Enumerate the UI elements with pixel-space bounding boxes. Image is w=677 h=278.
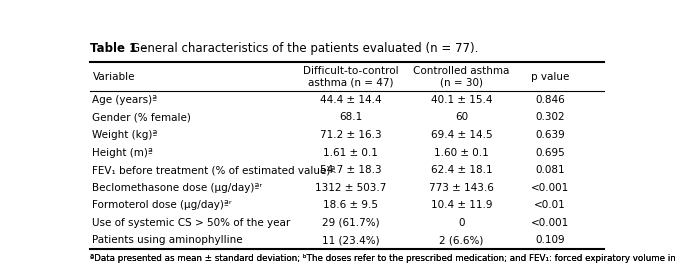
Text: 0.302: 0.302 <box>536 113 565 123</box>
Text: 11 (23.4%): 11 (23.4%) <box>322 235 380 245</box>
Text: <0.01: <0.01 <box>534 200 566 210</box>
Text: 0.695: 0.695 <box>536 148 565 158</box>
Text: 60: 60 <box>455 113 468 123</box>
Text: 44.4 ± 14.4: 44.4 ± 14.4 <box>320 95 382 105</box>
Text: 0.081: 0.081 <box>536 165 565 175</box>
Text: 0.639: 0.639 <box>536 130 565 140</box>
Text: <0.001: <0.001 <box>531 183 569 193</box>
Text: 0: 0 <box>458 218 464 228</box>
Text: 54.7 ± 18.3: 54.7 ± 18.3 <box>320 165 382 175</box>
Text: FEV₁ before treatment (% of estimated value)ª: FEV₁ before treatment (% of estimated va… <box>93 165 336 175</box>
Text: Table 1 –: Table 1 – <box>90 42 151 55</box>
Text: 29 (61.7%): 29 (61.7%) <box>322 218 380 228</box>
Text: 62.4 ± 18.1: 62.4 ± 18.1 <box>431 165 492 175</box>
Text: Formoterol dose (μg/day)ªʳ: Formoterol dose (μg/day)ªʳ <box>93 200 232 210</box>
Text: ªData presented as mean ± standard deviation; ᵇThe doses refer to the prescribed: ªData presented as mean ± standard devia… <box>90 254 677 264</box>
Text: Difficult-to-control
asthma (n = 47): Difficult-to-control asthma (n = 47) <box>303 66 399 88</box>
Text: 69.4 ± 14.5: 69.4 ± 14.5 <box>431 130 492 140</box>
Text: <0.001: <0.001 <box>531 218 569 228</box>
Text: 71.2 ± 16.3: 71.2 ± 16.3 <box>320 130 382 140</box>
Text: 1.61 ± 0.1: 1.61 ± 0.1 <box>324 148 378 158</box>
Text: 18.6 ± 9.5: 18.6 ± 9.5 <box>324 200 378 210</box>
Text: Beclomethasone dose (μg/day)ªʳ: Beclomethasone dose (μg/day)ªʳ <box>93 183 263 193</box>
Text: General characteristics of the patients evaluated (n = 77).: General characteristics of the patients … <box>131 42 478 55</box>
Text: Controlled asthma
(n = 30): Controlled asthma (n = 30) <box>413 66 510 88</box>
Text: 0.109: 0.109 <box>536 235 565 245</box>
Text: 68.1: 68.1 <box>339 113 362 123</box>
Text: ªData presented as mean ± standard deviation; ᵇThe doses refer to the prescribed: ªData presented as mean ± standard devia… <box>90 254 677 264</box>
Text: 2 (6.6%): 2 (6.6%) <box>439 235 483 245</box>
Text: Use of systemic CS > 50% of the year: Use of systemic CS > 50% of the year <box>93 218 290 228</box>
Text: 10.4 ± 11.9: 10.4 ± 11.9 <box>431 200 492 210</box>
Text: p value: p value <box>531 72 569 82</box>
Text: Variable: Variable <box>93 72 135 82</box>
Text: Weight (kg)ª: Weight (kg)ª <box>93 130 158 140</box>
Text: Patients using aminophylline: Patients using aminophylline <box>93 235 243 245</box>
Text: Gender (% female): Gender (% female) <box>93 113 192 123</box>
Text: 1.60 ± 0.1: 1.60 ± 0.1 <box>434 148 489 158</box>
Text: Height (m)ª: Height (m)ª <box>93 148 154 158</box>
Text: 773 ± 143.6: 773 ± 143.6 <box>429 183 494 193</box>
Text: 1312 ± 503.7: 1312 ± 503.7 <box>315 183 387 193</box>
Text: 0.846: 0.846 <box>536 95 565 105</box>
Text: Age (years)ª: Age (years)ª <box>93 95 158 105</box>
Text: 40.1 ± 15.4: 40.1 ± 15.4 <box>431 95 492 105</box>
